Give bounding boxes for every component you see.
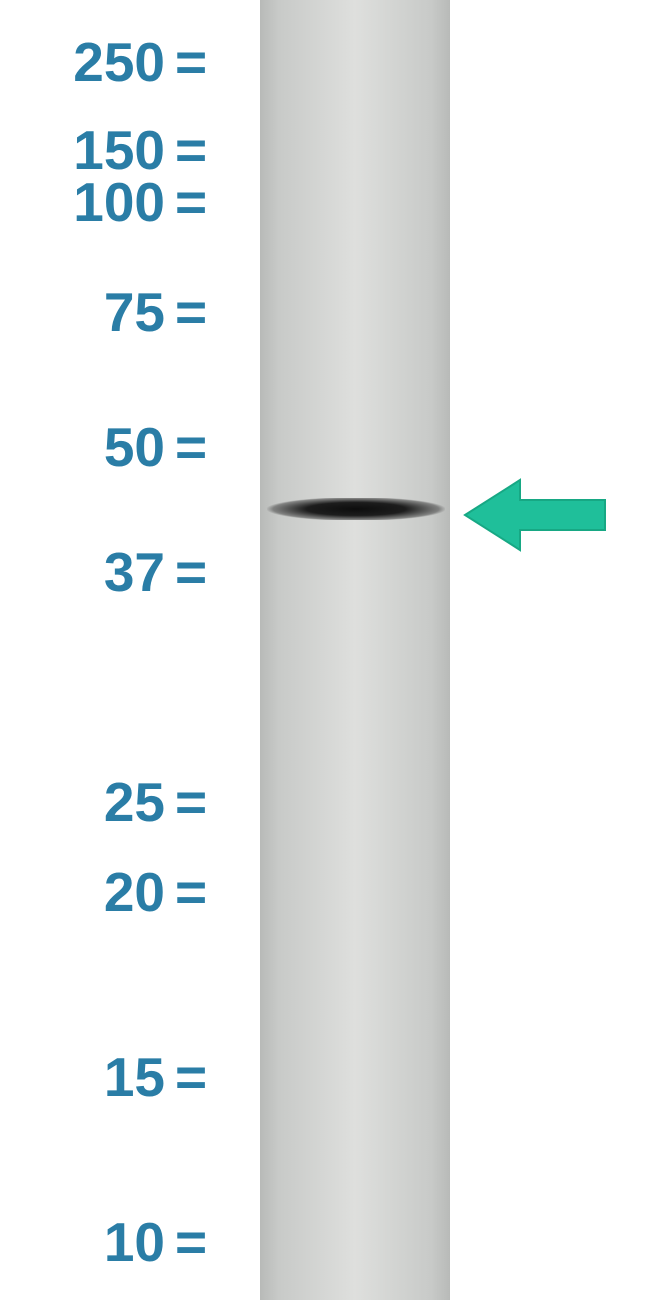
- marker-dash-25: =: [175, 770, 207, 834]
- marker-label-10: 10: [0, 1210, 165, 1274]
- marker-dash-75: =: [175, 280, 207, 344]
- detected-band: [267, 498, 445, 520]
- marker-dash-15: =: [175, 1045, 207, 1109]
- marker-label-100: 100: [0, 170, 165, 234]
- marker-label-50: 50: [0, 415, 165, 479]
- band-arrow-icon: [460, 475, 610, 555]
- marker-label-15: 15: [0, 1045, 165, 1109]
- marker-label-20: 20: [0, 860, 165, 924]
- marker-dash-250: =: [175, 30, 207, 94]
- western-blot-figure: 250 = 150 = 100 = 75 = 50 = 37 = 25 = 20…: [0, 0, 650, 1300]
- marker-dash-37: =: [175, 540, 207, 604]
- marker-label-25: 25: [0, 770, 165, 834]
- marker-dash-50: =: [175, 415, 207, 479]
- marker-dash-20: =: [175, 860, 207, 924]
- arrow-polygon: [465, 480, 605, 550]
- marker-label-37: 37: [0, 540, 165, 604]
- marker-label-250: 250: [0, 30, 165, 94]
- gel-lane: [260, 0, 450, 1300]
- marker-dash-10: =: [175, 1210, 207, 1274]
- marker-label-75: 75: [0, 280, 165, 344]
- marker-dash-100: =: [175, 170, 207, 234]
